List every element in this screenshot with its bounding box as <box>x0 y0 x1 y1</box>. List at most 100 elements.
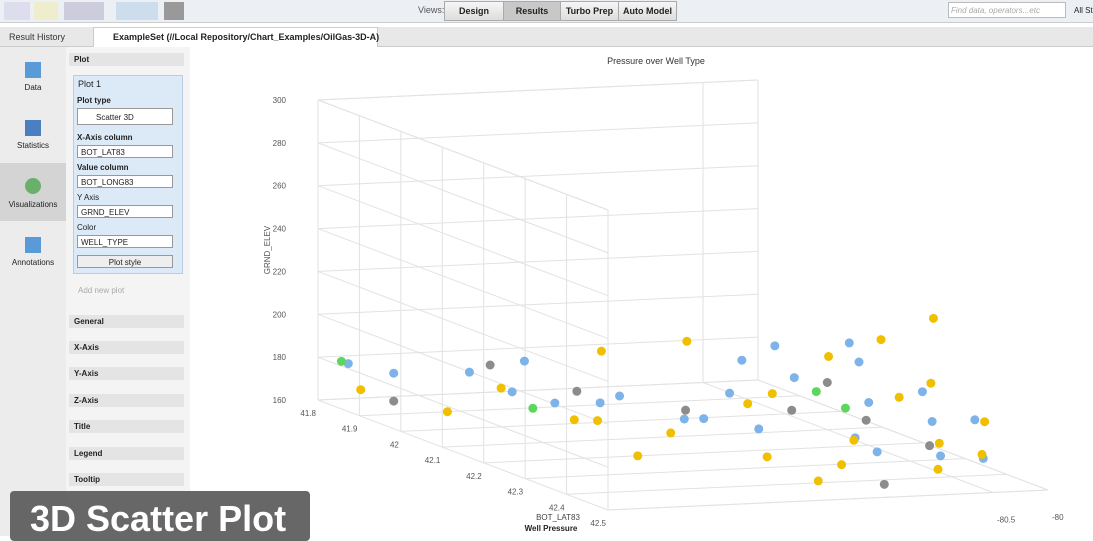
grid-line <box>400 410 841 432</box>
grid-line <box>757 379 1049 491</box>
dropdown[interactable]: BOT_LAT83 <box>77 145 173 158</box>
search-scope[interactable]: All St <box>1074 6 1093 15</box>
point <box>633 451 643 461</box>
grid-line <box>317 99 609 211</box>
nav-item[interactable]: Data <box>24 83 42 92</box>
point <box>682 336 692 346</box>
tab[interactable]: Result History <box>9 32 66 42</box>
grid-line <box>317 185 609 297</box>
grid-line <box>317 228 609 340</box>
point <box>936 451 946 461</box>
point <box>864 398 874 407</box>
y-axis-label: GRND_ELEV <box>263 225 272 274</box>
add-plot-link[interactable]: Add new plot <box>78 286 125 295</box>
section[interactable]: Tooltip <box>69 473 184 486</box>
dropdown[interactable]: GRND_ELEV <box>77 205 173 218</box>
point <box>872 447 882 457</box>
y-tick-label: 260 <box>273 182 287 191</box>
y-tick-label: 160 <box>273 396 287 405</box>
dropdown[interactable]: WELL_TYPE <box>77 235 173 248</box>
grid-line <box>317 399 609 511</box>
point <box>356 385 366 395</box>
point <box>528 403 538 413</box>
nav-item[interactable]: Annotations <box>11 258 55 267</box>
grid-line <box>317 379 759 401</box>
point <box>925 441 935 451</box>
y-tick-label: 300 <box>273 96 287 105</box>
nav-item[interactable]: Statistics <box>16 141 49 150</box>
search-box[interactable]: Find data, operators...etc <box>948 2 1066 18</box>
tab-active[interactable] <box>93 27 378 47</box>
point <box>876 335 886 345</box>
field-label: Plot type <box>77 96 111 105</box>
view-button[interactable]: Turbo Prep <box>560 1 619 21</box>
section[interactable]: General <box>69 315 184 328</box>
point <box>754 424 764 434</box>
point <box>977 449 987 459</box>
nav-icons <box>25 237 41 253</box>
point <box>813 476 823 486</box>
point <box>844 338 854 348</box>
point <box>980 417 990 427</box>
point <box>811 387 821 397</box>
nav-icons <box>25 120 41 136</box>
point <box>389 396 399 406</box>
y-tick-label: 240 <box>273 225 287 234</box>
x-tick-label: 42.1 <box>425 456 441 465</box>
point <box>569 415 579 425</box>
grid-line <box>607 489 1049 511</box>
z-tick-label: -80 <box>1052 513 1064 522</box>
x-tick-label: 41.8 <box>300 409 316 418</box>
field-label: Y Axis <box>77 193 100 202</box>
dropdown[interactable]: Scatter 3D <box>77 108 173 125</box>
point <box>699 414 709 424</box>
view-button[interactable]: Results <box>503 1 561 21</box>
section[interactable]: X-Axis <box>69 341 184 354</box>
nav-item[interactable]: Visualizations <box>8 200 58 209</box>
point <box>572 386 582 396</box>
field-label: Color <box>77 223 97 232</box>
point <box>464 367 474 377</box>
point <box>343 359 353 369</box>
grid-line <box>317 313 609 425</box>
views-label: Views: <box>418 5 445 15</box>
point <box>389 368 399 378</box>
section[interactable]: Y-Axis <box>69 367 184 380</box>
section[interactable]: Z-Axis <box>69 394 184 407</box>
x-tick-label: 42.2 <box>466 472 482 481</box>
x-tick-label: 42 <box>390 440 399 449</box>
dropdown[interactable]: BOT_LONG83 <box>77 175 173 188</box>
grid-line <box>359 395 800 417</box>
grid-line <box>317 270 609 382</box>
point <box>767 389 777 399</box>
plot-style-button[interactable]: Plot style <box>77 255 173 268</box>
y-tick-label: 280 <box>273 139 287 148</box>
x-tick-label: 41.9 <box>342 425 358 434</box>
grid-line <box>442 426 883 448</box>
section[interactable]: Legend <box>69 447 184 460</box>
z-tick-label: -80.5 <box>997 516 1016 525</box>
nav-icons <box>25 62 41 78</box>
x-tick-label: 42.3 <box>508 488 524 497</box>
point <box>615 391 625 401</box>
grid-line <box>317 142 609 254</box>
overlay-box <box>10 491 310 541</box>
x-tick-label: 42.5 <box>590 519 606 528</box>
point <box>822 378 832 387</box>
point <box>485 360 495 370</box>
grid-line <box>317 122 759 144</box>
point <box>737 355 747 365</box>
section[interactable]: Title <box>69 420 184 433</box>
plot-name: Plot 1 <box>78 79 102 89</box>
y-tick-label: 180 <box>273 353 287 362</box>
point <box>927 417 937 426</box>
point <box>743 399 753 409</box>
view-button[interactable]: Auto Model <box>618 1 677 21</box>
grid-line <box>317 250 759 272</box>
grid-line <box>702 382 994 493</box>
grid-line <box>317 356 609 468</box>
grid-line <box>525 458 966 480</box>
tab[interactable]: ExampleSet (//Local Repository/Chart_Exa… <box>113 32 380 42</box>
point <box>762 452 772 462</box>
